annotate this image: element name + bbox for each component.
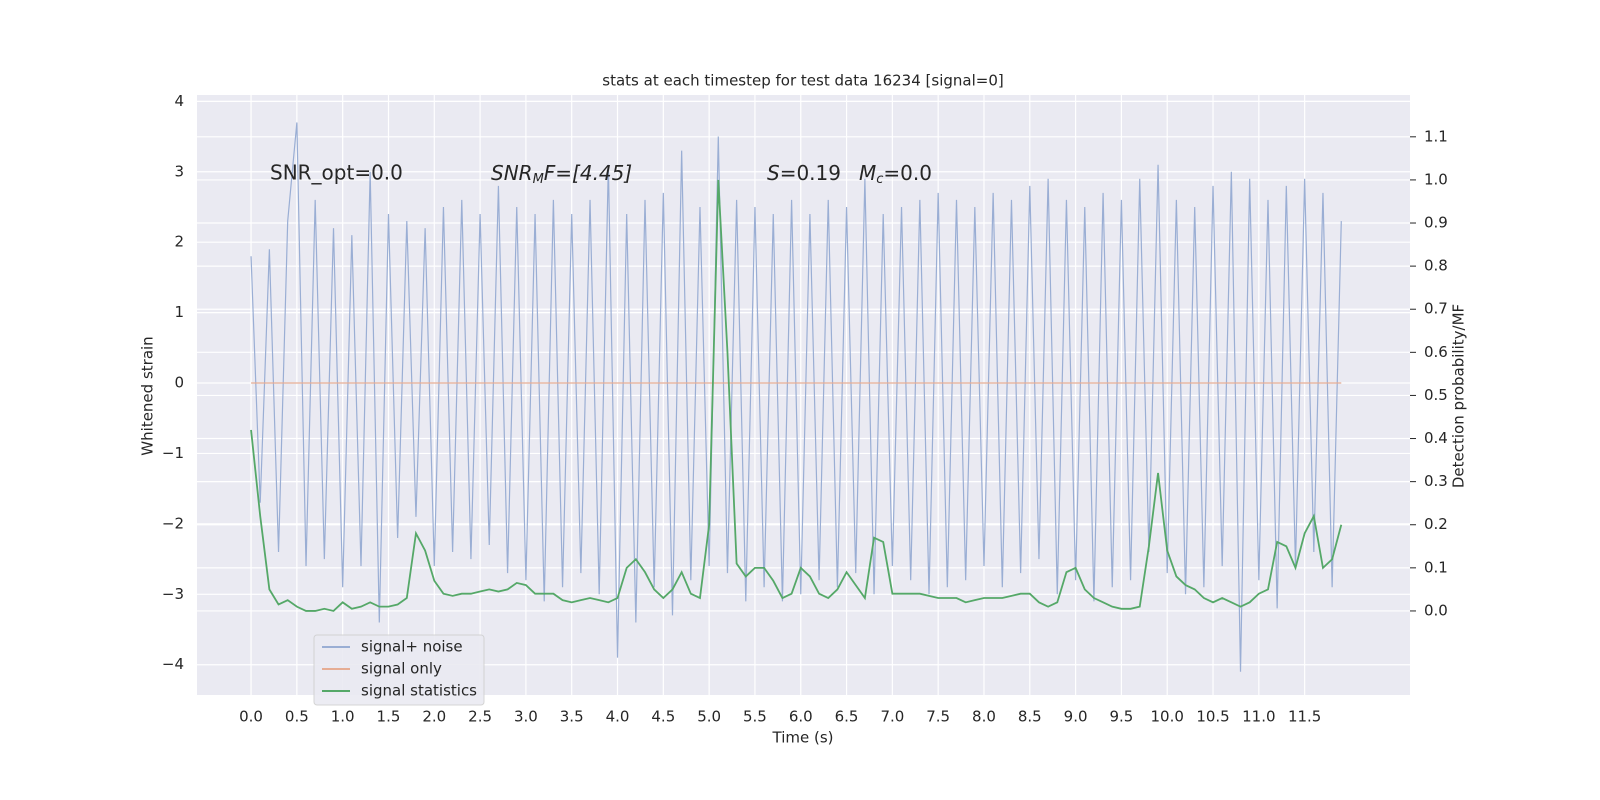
- annotation: SNR_opt=0.0: [270, 161, 403, 185]
- x-tick-label: 2.5: [468, 708, 492, 726]
- y-tick-label: −1: [162, 444, 184, 462]
- x-tick-label: 8.5: [1018, 708, 1042, 726]
- grid: [197, 95, 1410, 695]
- chart-title: stats at each timestep for test data 162…: [602, 72, 1003, 90]
- y-tick-label: 0: [174, 374, 184, 392]
- y2-tick-label: 0.7: [1424, 300, 1448, 318]
- lines: [250, 122, 1343, 672]
- legend-label: signal+ noise: [361, 638, 463, 656]
- x-tick-label: 11.5: [1288, 708, 1321, 726]
- y-axis-label: Whitened strain: [139, 336, 157, 455]
- y2-tick-label: 1.1: [1424, 127, 1448, 145]
- legend-label: signal statistics: [361, 682, 477, 700]
- legend-box: [313, 634, 485, 706]
- x-tick-label: 0.0: [239, 708, 263, 726]
- x-axis-label: Time (s): [772, 729, 834, 747]
- x-tick-label: 9.5: [1109, 708, 1133, 726]
- x-tick-label: 9.0: [1064, 708, 1088, 726]
- x-tick-label: 6.5: [835, 708, 859, 726]
- y-tick-label: −4: [162, 655, 184, 673]
- annotation-part: M: [859, 161, 876, 185]
- annotation: Mc=0.0: [859, 161, 932, 187]
- x-tick-label: 7.5: [926, 708, 950, 726]
- y2-tick-label: 1.0: [1424, 170, 1448, 188]
- x-tick-label: 10.5: [1196, 708, 1229, 726]
- y2-tick-label: 0.3: [1424, 472, 1448, 490]
- x-tick-label: 4.5: [651, 708, 675, 726]
- y2-tick-label: 0.2: [1424, 515, 1448, 533]
- y-tick-label: −2: [162, 514, 184, 532]
- x-tick-label: 5.5: [743, 708, 767, 726]
- y2-tick-label: 0.4: [1424, 429, 1448, 447]
- annotation-part: c: [876, 172, 883, 187]
- x-tick-label: 4.0: [606, 708, 630, 726]
- series-line: [250, 122, 1342, 672]
- x-tick-label: 5.0: [697, 708, 721, 726]
- y2-tick-label: 0.9: [1424, 214, 1448, 232]
- y2-tick-label: 0.8: [1424, 257, 1448, 275]
- y-tick-label: 3: [174, 162, 184, 180]
- annotation-part: M: [533, 172, 544, 187]
- annotation-part: S: [767, 161, 780, 185]
- y-tick-label: 4: [174, 92, 184, 110]
- series-line: [250, 179, 1343, 612]
- x-tick-label: 2.0: [422, 708, 446, 726]
- x-tick-label: 1.5: [377, 708, 401, 726]
- y-tick-label: −3: [162, 585, 184, 603]
- x-tick-label: 11.0: [1242, 708, 1275, 726]
- legend: signal+ noise signal only signal statistic…: [313, 634, 485, 706]
- legend-label: signal only: [361, 660, 442, 678]
- y-tick-label: 2: [174, 233, 184, 251]
- x-tick-label: 0.5: [285, 708, 309, 726]
- x-tick-label: 8.0: [972, 708, 996, 726]
- annotation: SNRMF=[4.45]: [491, 161, 632, 187]
- annotation: S=0.19: [767, 161, 841, 185]
- x-tick-label: 1.0: [331, 708, 355, 726]
- x-tick-label: 3.0: [514, 708, 538, 726]
- annotation-part: =0.0: [883, 161, 932, 185]
- annotation-part: SNR: [491, 161, 533, 185]
- y2-tick-label: 0.1: [1424, 558, 1448, 576]
- annotation-part: F=[4.45]: [544, 161, 632, 185]
- y2-tick-label: 0.6: [1424, 343, 1448, 361]
- y2-tick-label: 0.5: [1424, 386, 1448, 404]
- y2-tick-label: 0.0: [1424, 601, 1448, 619]
- x-tick-label: 10.0: [1151, 708, 1184, 726]
- x-tick-label: 7.0: [880, 708, 904, 726]
- x-tick-label: 3.5: [560, 708, 584, 726]
- y2-axis-label: Detection probability/MF: [1450, 304, 1468, 488]
- y-tick-label: 1: [174, 303, 184, 321]
- annotation-part: =0.19: [780, 161, 841, 185]
- x-tick-label: 6.0: [789, 708, 813, 726]
